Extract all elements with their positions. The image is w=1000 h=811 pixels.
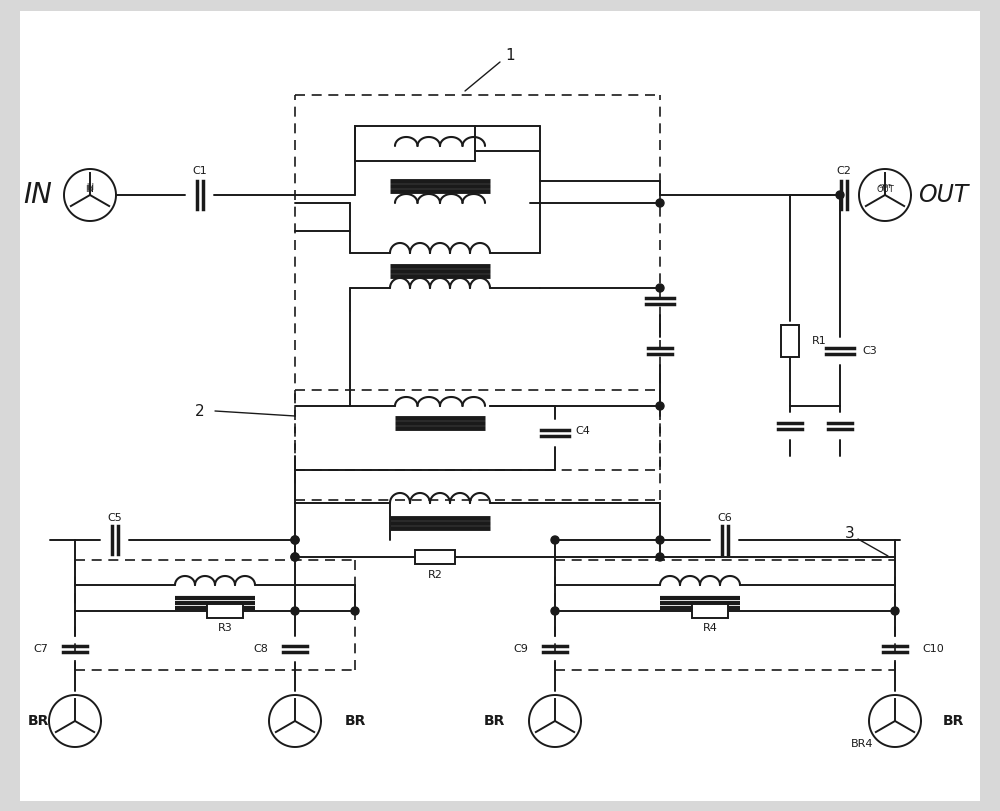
Circle shape bbox=[291, 536, 299, 544]
Text: C2: C2 bbox=[837, 166, 851, 176]
Text: C8: C8 bbox=[253, 644, 268, 654]
Circle shape bbox=[836, 191, 844, 199]
Text: C7: C7 bbox=[33, 644, 48, 654]
Bar bbox=[415, 550, 455, 564]
Circle shape bbox=[291, 607, 299, 615]
Text: BR: BR bbox=[345, 714, 366, 728]
Text: 1: 1 bbox=[505, 49, 515, 63]
Text: OUT: OUT bbox=[876, 185, 894, 195]
Circle shape bbox=[291, 553, 299, 561]
Text: C5: C5 bbox=[108, 513, 122, 523]
Bar bbox=[207, 604, 243, 618]
Text: R4: R4 bbox=[703, 623, 717, 633]
Text: C10: C10 bbox=[922, 644, 944, 654]
Circle shape bbox=[656, 553, 664, 561]
Text: BR4: BR4 bbox=[851, 739, 873, 749]
Circle shape bbox=[656, 536, 664, 544]
Text: 3: 3 bbox=[845, 526, 855, 540]
Circle shape bbox=[656, 284, 664, 292]
Text: 2: 2 bbox=[195, 404, 205, 418]
Text: C4: C4 bbox=[575, 426, 590, 436]
Text: IN: IN bbox=[86, 182, 94, 191]
Text: C3: C3 bbox=[862, 346, 877, 356]
Circle shape bbox=[291, 553, 299, 561]
Circle shape bbox=[656, 402, 664, 410]
Circle shape bbox=[291, 536, 299, 544]
Circle shape bbox=[656, 199, 664, 207]
Text: OUT: OUT bbox=[918, 183, 968, 207]
Text: R3: R3 bbox=[218, 623, 232, 633]
Text: OUT: OUT bbox=[878, 184, 892, 190]
Circle shape bbox=[551, 607, 559, 615]
Bar bbox=[355, 126, 475, 161]
Text: BR: BR bbox=[943, 714, 964, 728]
Text: IN: IN bbox=[24, 181, 52, 209]
Text: C1: C1 bbox=[193, 166, 207, 176]
Text: R1: R1 bbox=[812, 336, 827, 346]
Text: R2: R2 bbox=[428, 570, 442, 580]
Text: C6: C6 bbox=[718, 513, 732, 523]
Text: C9: C9 bbox=[513, 644, 528, 654]
Circle shape bbox=[351, 607, 359, 615]
Bar bbox=[692, 604, 728, 618]
Text: BR: BR bbox=[28, 714, 49, 728]
Circle shape bbox=[551, 536, 559, 544]
Text: BR: BR bbox=[484, 714, 505, 728]
Circle shape bbox=[891, 607, 899, 615]
Bar bbox=[781, 325, 799, 357]
Text: IN: IN bbox=[86, 185, 94, 195]
